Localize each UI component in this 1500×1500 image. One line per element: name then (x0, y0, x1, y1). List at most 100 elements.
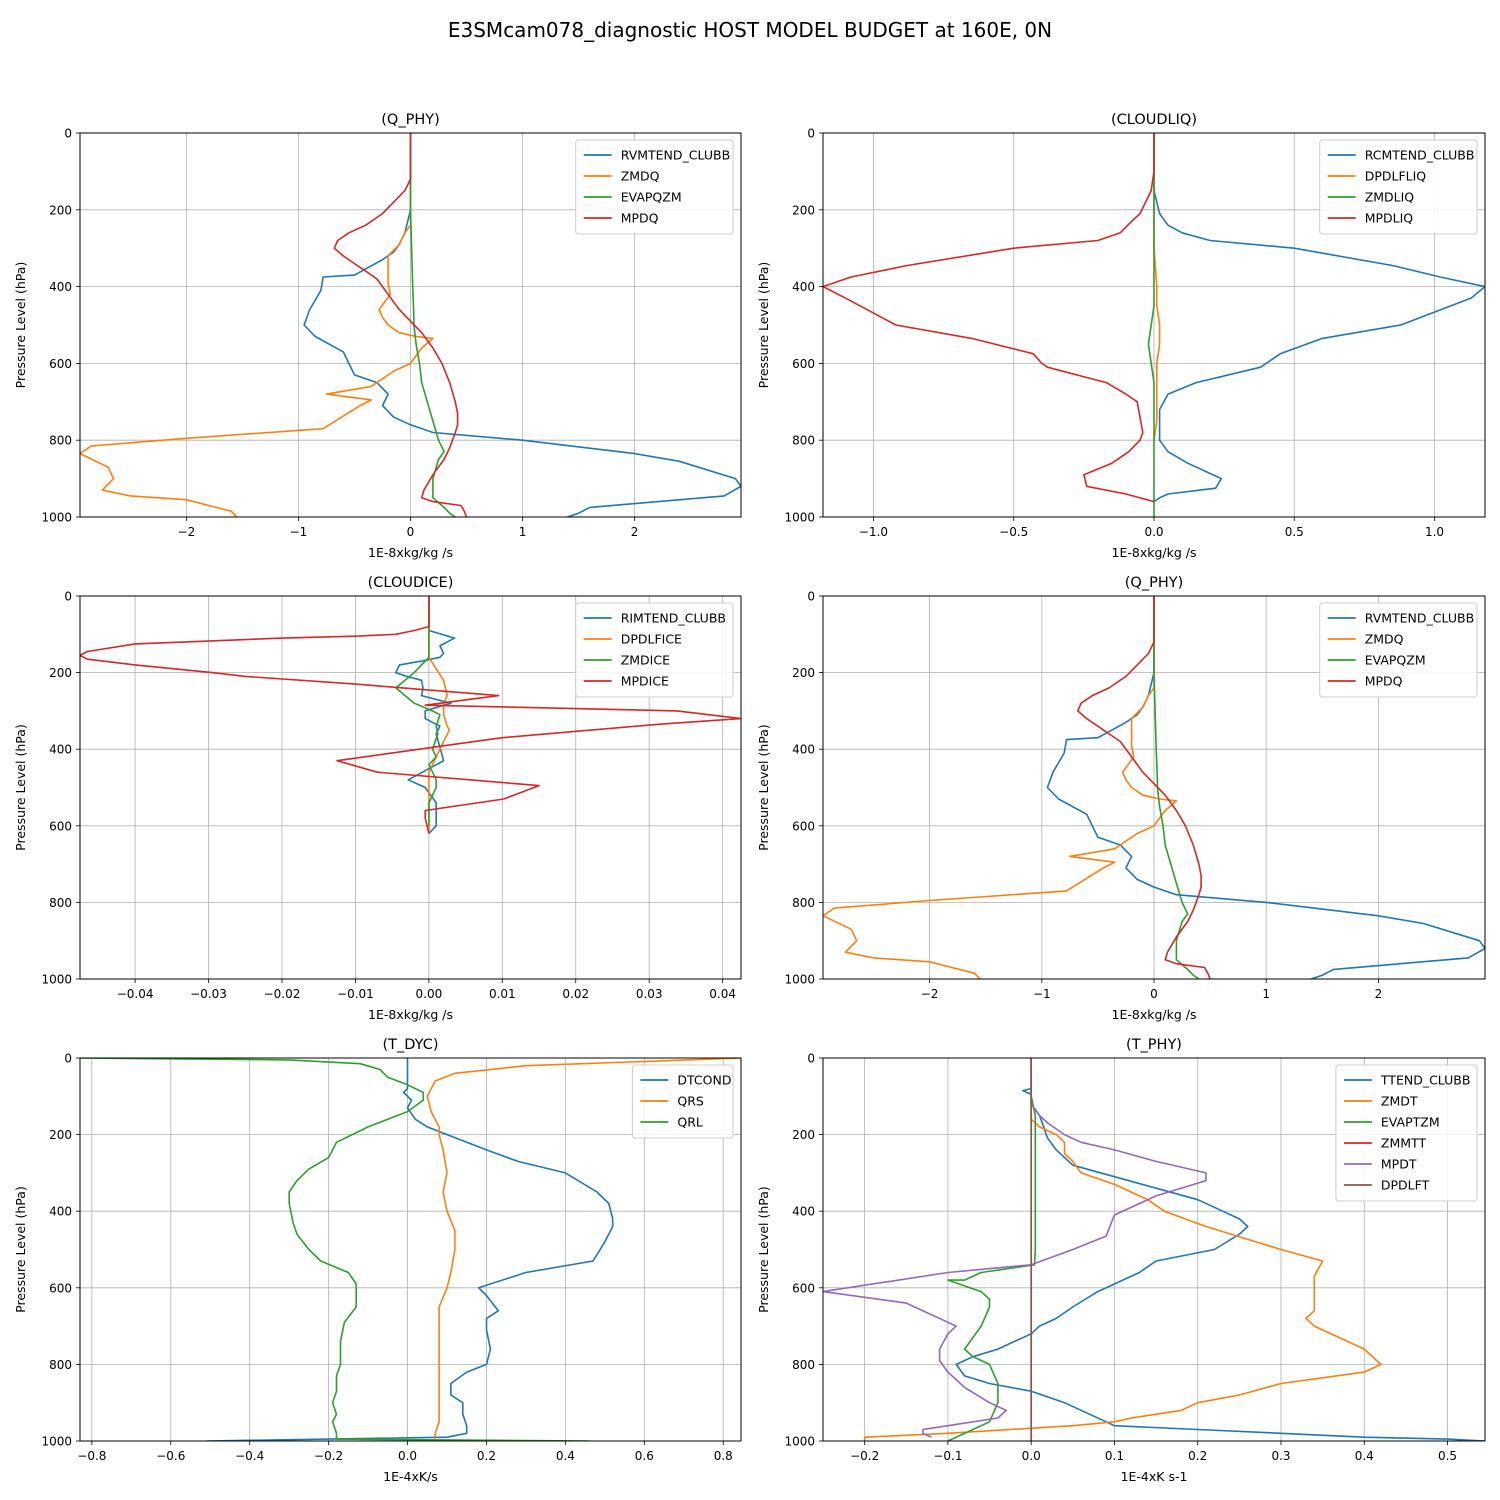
legend-label: MPDQ (621, 211, 659, 226)
x-tick-label: 0.04 (709, 987, 736, 1001)
y-tick-label: 200 (49, 666, 72, 680)
series-line-rvmtend_clubb (1046, 596, 1485, 979)
legend-label: ZMDICE (621, 653, 670, 668)
x-tick-label: 0 (1150, 987, 1158, 1001)
x-tick-label: 0.4 (556, 1449, 575, 1463)
subplot-title: (T_PHY) (1126, 1037, 1182, 1053)
series-line-rvmtend_clubb (303, 133, 741, 517)
y-tick-label: 600 (792, 1281, 815, 1295)
y-axis-label: Pressure Level (hPa) (13, 724, 28, 851)
series-line-dpdlfice (428, 596, 451, 834)
x-tick-label: 0.2 (1188, 1449, 1207, 1463)
legend-label: ZMDQ (1365, 632, 1404, 647)
y-axis-label: Pressure Level (hPa) (756, 724, 771, 851)
x-tick-label: −0.5 (999, 525, 1028, 539)
legend-box (1319, 139, 1478, 235)
legend-label: TTEND_CLUBB (1380, 1073, 1471, 1088)
series-lines (80, 596, 741, 835)
y-tick-label: 400 (49, 280, 72, 294)
x-tick-label: −0.6 (156, 1449, 185, 1463)
series-lines (823, 596, 1485, 979)
series-line-mpdliq (823, 133, 1155, 503)
legend: DTCOND QRS QRL (631, 1064, 734, 1139)
series-line-zmdt (863, 1058, 1382, 1441)
x-tick-label: 2 (1375, 987, 1383, 1001)
series-line-mpdt (823, 1058, 1207, 1438)
legend-label: DPDLFLIQ (1365, 169, 1427, 184)
series-line-zmdliq (1147, 133, 1155, 517)
series-line-zmdice (394, 596, 441, 826)
x-tick-label: 0.5 (1438, 1449, 1457, 1463)
legend: RVMTEND_CLUBB ZMDQ EVAPQZM MPDQ (575, 139, 734, 235)
subplots: −2 −1 0 1 2 0 200 400 600 800 1000 (Q_PHY) 1E-8xkg/k… (13, 112, 1486, 1484)
subplot-title: (CLOUDICE) (368, 575, 454, 591)
x-tick-label: 1 (519, 525, 527, 539)
legend-label: QRS (677, 1094, 704, 1109)
series-line-ttend_clubb (955, 1058, 1485, 1441)
legend: TTEND_CLUBB ZMDT EVAPTZM ZMMTT MPDT DPDLFT (1335, 1064, 1478, 1202)
x-tick-label: 0.1 (1105, 1449, 1124, 1463)
legend-label: DPDLFT (1381, 1178, 1430, 1193)
subplot-5: −0.8 −0.6 −0.4 −0.2 0.0 0.2 0.4 0.6 0.8 0 200 400 60… (13, 1037, 742, 1484)
legend-box (575, 602, 734, 698)
series-line-dtcond (206, 1058, 614, 1441)
x-tick-label: 0.01 (489, 987, 516, 1001)
y-tick-label: 1000 (784, 1435, 815, 1449)
y-tick-label: 0 (64, 590, 72, 604)
y-tick-label: 0 (807, 1052, 815, 1066)
y-tick-label: 0 (64, 127, 72, 141)
series-line-qrs (426, 1058, 741, 1441)
y-tick-label: 600 (49, 357, 72, 371)
x-axis-label: 1E-8xkg/kg /s (1112, 545, 1197, 560)
subplot-3: −0.04 −0.03 −0.02 −0.01 0.00 0.01 0.02 0.03 0.04… (13, 575, 742, 1022)
series-line-zmdq (823, 596, 1178, 979)
series-lines (80, 133, 741, 517)
x-tick-label: 0.8 (714, 1449, 733, 1463)
y-tick-label: 0 (807, 590, 815, 604)
y-tick-label: 400 (49, 1205, 72, 1219)
x-tick-label: 0.3 (1271, 1449, 1290, 1463)
x-axis-label: 1E-4xK s-1 (1121, 1469, 1188, 1484)
x-tick-label: −2 (178, 525, 196, 539)
y-tick-label: 800 (792, 434, 815, 448)
subplot-title: (Q_PHY) (1125, 575, 1183, 591)
x-tick-label: 0.0 (398, 1449, 417, 1463)
x-tick-label: 0.00 (416, 987, 443, 1001)
legend: RIMTEND_CLUBB DPDLFICE ZMDICE MPDICE (575, 602, 734, 698)
y-tick-label: 1000 (41, 511, 72, 525)
x-tick-label: 0.2 (477, 1449, 496, 1463)
series-line-evapqzm (1153, 596, 1200, 979)
legend-box (1319, 602, 1478, 698)
legend-label: MPDICE (621, 674, 669, 689)
y-tick-label: 200 (792, 666, 815, 680)
x-tick-label: 1.0 (1425, 525, 1444, 539)
plot-frame (79, 595, 742, 980)
subplot-2: −1.0 −0.5 0.0 0.5 1.0 0 200 400 600 800 1000 (CLOUD… (756, 112, 1486, 560)
y-tick-label: 800 (49, 896, 72, 910)
x-axis-label: 1E-8xkg/kg /s (368, 545, 453, 560)
x-tick-label: −1 (1033, 987, 1051, 1001)
x-tick-label: −0.1 (933, 1449, 962, 1463)
y-tick-label: 400 (792, 743, 815, 757)
legend-label: MPDLIQ (1365, 211, 1414, 226)
y-tick-label: 0 (64, 1052, 72, 1066)
y-tick-label: 200 (792, 1128, 815, 1142)
x-tick-label: −0.02 (264, 987, 301, 1001)
x-tick-label: 0.6 (635, 1449, 654, 1463)
x-tick-label: 0.0 (1022, 1449, 1041, 1463)
legend-label: RVMTEND_CLUBB (1365, 611, 1474, 626)
y-tick-label: 1000 (41, 1435, 72, 1449)
y-tick-label: 600 (792, 819, 815, 833)
series-lines (823, 133, 1485, 517)
legend: RVMTEND_CLUBB ZMDQ EVAPQZM MPDQ (1319, 602, 1478, 698)
x-tick-label: 0.4 (1355, 1449, 1374, 1463)
y-tick-label: 1000 (784, 511, 815, 525)
legend-label: ZMMTT (1381, 1136, 1427, 1151)
x-axis-label: 1E-4xK/s (383, 1469, 438, 1484)
x-tick-label: −0.01 (337, 987, 374, 1001)
legend-label: ZMDLIQ (1365, 190, 1415, 205)
series-line-mpdice (80, 596, 741, 834)
x-tick-label: 0 (407, 525, 415, 539)
x-axis-label: 1E-8xkg/kg /s (368, 1007, 453, 1022)
